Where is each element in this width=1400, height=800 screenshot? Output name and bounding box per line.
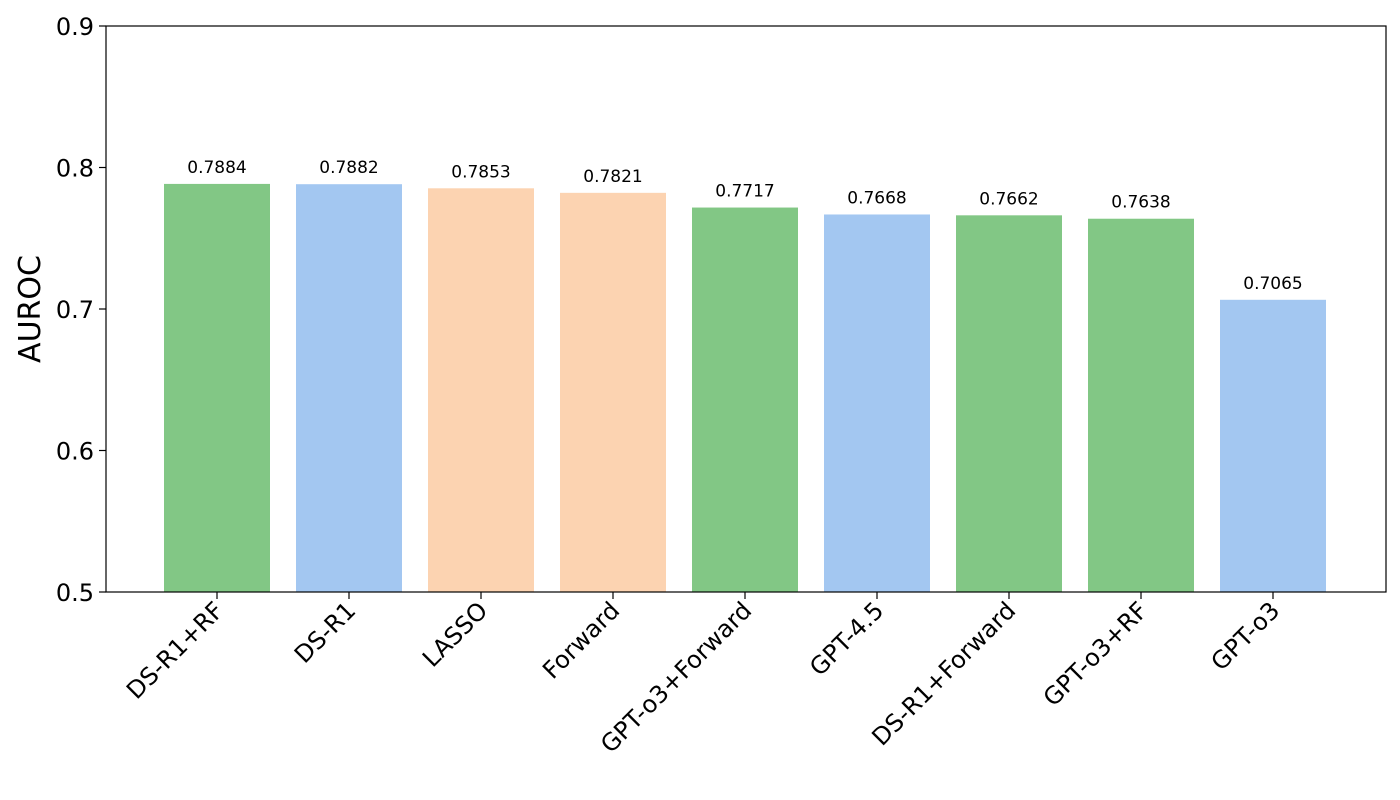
y-tick-label: 0.5	[56, 579, 94, 607]
x-tick-label: Forward	[537, 596, 625, 684]
y-axis: 0.5 0.6 0.7 0.8 0.9	[56, 13, 106, 607]
bar-forward	[560, 192, 666, 593]
value-label: 0.7662	[979, 189, 1038, 209]
x-tick-label: DS-R1	[289, 596, 361, 668]
bar-lasso	[428, 188, 534, 592]
value-label: 0.7853	[451, 162, 510, 182]
value-label: 0.7065	[1243, 274, 1302, 294]
x-tick-label: GPT-o3+RF	[1038, 596, 1153, 711]
value-label: 0.7821	[583, 167, 642, 187]
y-tick-label: 0.9	[56, 13, 94, 41]
x-tick-label: DS-R1+Forward	[866, 596, 1021, 751]
bar-ds-r1-rf	[164, 183, 270, 592]
value-label: 0.7882	[319, 158, 378, 178]
bar-gpt-o3-forward	[692, 207, 798, 592]
x-tick-label: GPT-4.5	[804, 596, 889, 681]
bar-ds-r1-forward	[956, 215, 1062, 592]
bar-gpt-o3-rf	[1088, 218, 1194, 592]
y-tick-label: 0.7	[56, 296, 94, 324]
y-tick-label: 0.8	[56, 155, 94, 183]
x-tick-label: DS-R1+RF	[121, 596, 229, 704]
value-label: 0.7668	[847, 188, 906, 208]
y-tick-label: 0.6	[56, 438, 94, 466]
value-label: 0.7717	[715, 182, 774, 202]
x-tick-label: GPT-o3	[1206, 596, 1286, 676]
bar-gpt-o3	[1220, 299, 1326, 592]
value-label: 0.7884	[187, 158, 246, 178]
plot-area: 0.7884 0.7882 0.7853 0.7821 0.7717 0.7668 0.76…	[164, 158, 1326, 593]
bar-ds-r1	[296, 184, 402, 592]
y-axis-title: AUROC	[13, 255, 48, 363]
x-tick-label: LASSO	[417, 596, 493, 672]
bar-gpt-4-5	[824, 214, 930, 592]
value-label: 0.7638	[1111, 193, 1170, 213]
